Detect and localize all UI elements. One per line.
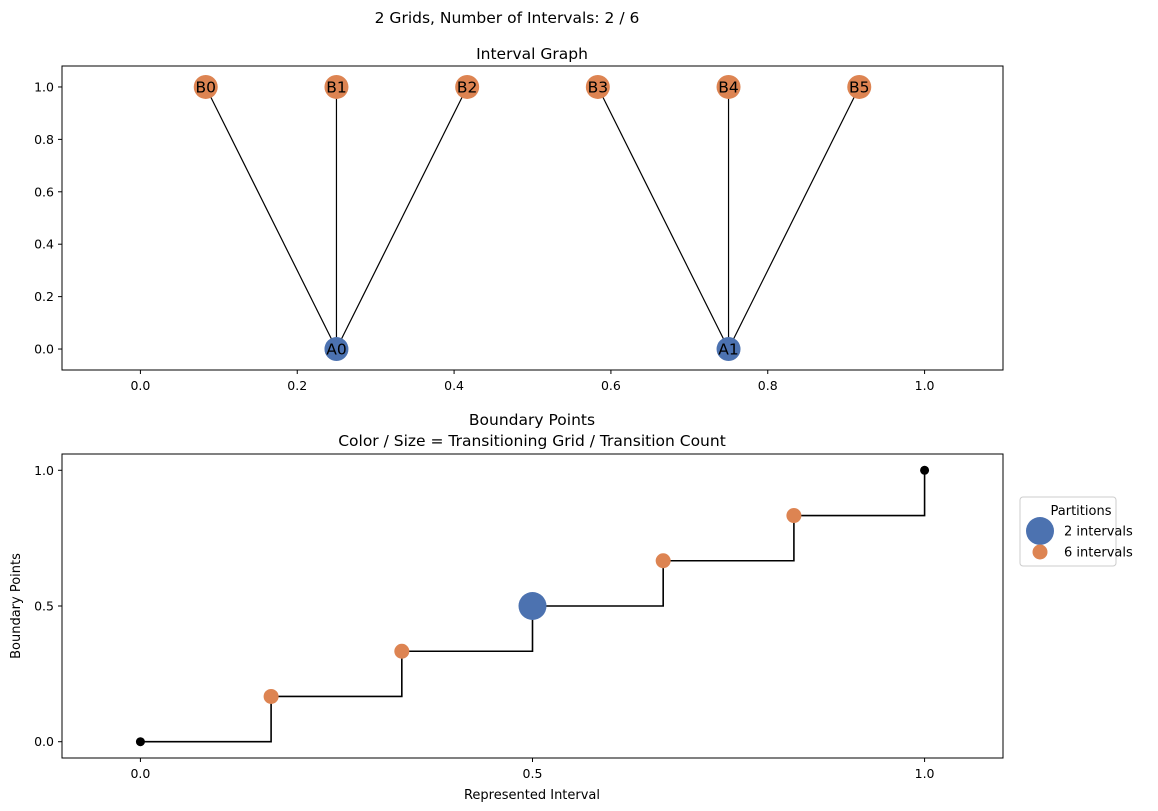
- legend-marker: [1032, 544, 1048, 560]
- legend-marker: [1026, 517, 1054, 545]
- boundary-points-frame: [61, 453, 1004, 759]
- graph-node-marker: [847, 74, 872, 99]
- boundary-points-markers: [135, 465, 930, 747]
- legend-title: Partitions: [1051, 504, 1112, 519]
- graph-edge: [335, 86, 468, 350]
- graph-node-label: B1: [326, 78, 347, 96]
- boundary-point-marker: [655, 553, 671, 569]
- endpoint-marker: [135, 737, 145, 747]
- y-tick-label: 0.4: [34, 237, 54, 252]
- graph-node-label: B4: [718, 78, 739, 96]
- graph-node: B1: [324, 74, 349, 99]
- boundary-point-marker: [786, 508, 802, 524]
- graph-nodes: A0 A1 B0 B1 B2 B3 B4 B5: [193, 74, 872, 362]
- interval-graph-x-axis: 0.0 0.2 0.4 0.6 0.8 1.0: [130, 370, 935, 393]
- graph-node-marker: [455, 74, 480, 99]
- x-tick-label: 0.8: [758, 378, 778, 393]
- graph-node-marker: [324, 74, 349, 99]
- graph-node-label: B2: [457, 78, 478, 96]
- boundary-y-axis: 0.0 0.5 1.0: [34, 463, 62, 749]
- y-tick-label: 0.2: [34, 289, 54, 304]
- boundary-x-axis: 0.0 0.5 1.0: [130, 758, 935, 781]
- boundary-points-title-line1: Boundary Points: [469, 411, 595, 429]
- figure-suptitle: 2 Grids, Number of Intervals: 2 / 6: [375, 9, 640, 27]
- graph-edge: [728, 86, 860, 350]
- boundary-y-axis-label: Boundary Points: [9, 553, 24, 659]
- graph-node: B5: [847, 74, 872, 99]
- graph-node: B3: [585, 74, 610, 99]
- y-tick-label: 0.6: [34, 184, 54, 199]
- x-tick-label: 1.0: [915, 766, 935, 781]
- graph-edge: [597, 86, 730, 350]
- graph-node: A1: [716, 337, 741, 362]
- graph-node: A0: [324, 337, 349, 362]
- graph-node: B4: [716, 74, 741, 99]
- x-tick-label: 0.0: [130, 378, 150, 393]
- graph-edge: [205, 86, 337, 350]
- boundary-points-plot: Boundary Points Color / Size = Transitio…: [9, 411, 1133, 803]
- graph-node-marker: [193, 74, 218, 99]
- x-tick-label: 0.6: [601, 378, 621, 393]
- y-tick-label: 1.0: [34, 79, 54, 94]
- graph-node-marker: [324, 337, 349, 362]
- graph-node-marker: [716, 74, 741, 99]
- boundary-point-marker: [263, 688, 279, 704]
- boundary-point-marker: [394, 643, 410, 659]
- graph-edges: [205, 86, 860, 350]
- endpoint-marker: [920, 465, 930, 475]
- partitions-legend: Partitions 2 intervals 6 intervals: [1019, 496, 1133, 567]
- x-tick-label: 0.0: [130, 766, 150, 781]
- legend-label: 2 intervals: [1064, 525, 1133, 540]
- graph-node: B0: [193, 74, 218, 99]
- interval-graph-frame: [61, 65, 1004, 371]
- graph-node-label: A1: [718, 341, 738, 359]
- legend-entries: 2 intervals 6 intervals: [1026, 517, 1133, 561]
- y-tick-label: 0.5: [34, 599, 54, 614]
- interval-graph-y-axis: 0.0 0.2 0.4 0.6 0.8 1.0: [34, 79, 62, 357]
- boundary-points-title-line2: Color / Size = Transitioning Grid / Tran…: [338, 432, 726, 450]
- boundary-point-marker: [518, 592, 547, 620]
- interval-graph-title: Interval Graph: [476, 45, 588, 63]
- y-tick-label: 1.0: [34, 463, 54, 478]
- graph-node-label: A0: [326, 341, 346, 359]
- graph-node-label: B0: [195, 78, 216, 96]
- y-tick-label: 0.8: [34, 132, 54, 147]
- graph-node-label: B5: [849, 78, 870, 96]
- x-tick-label: 0.2: [287, 378, 307, 393]
- x-tick-label: 0.5: [523, 766, 543, 781]
- graph-node: B2: [455, 74, 480, 99]
- boundary-x-axis-label: Represented Interval: [464, 788, 600, 803]
- y-tick-label: 0.0: [34, 734, 54, 749]
- x-tick-label: 1.0: [915, 378, 935, 393]
- y-tick-label: 0.0: [34, 342, 54, 357]
- x-tick-label: 0.4: [444, 378, 464, 393]
- graph-node-label: B3: [588, 78, 609, 96]
- legend-label: 6 intervals: [1064, 546, 1133, 561]
- graph-node-marker: [585, 74, 610, 99]
- graph-node-marker: [716, 337, 741, 362]
